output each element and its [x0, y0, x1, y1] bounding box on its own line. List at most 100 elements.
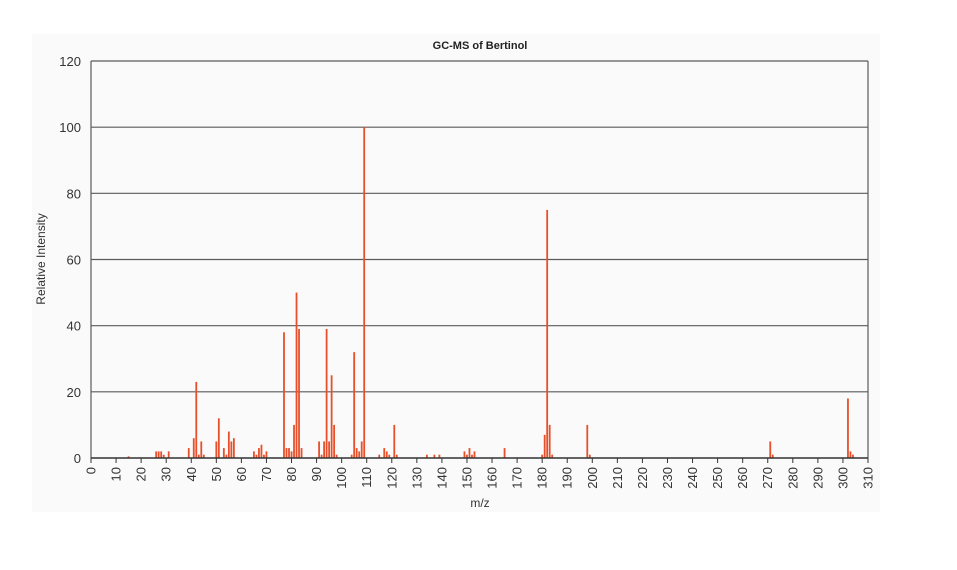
peak-bar: [258, 448, 260, 458]
peak-bars: [127, 127, 854, 459]
peak-bar: [385, 451, 388, 458]
peak-bar: [849, 451, 852, 458]
peak-bar: [588, 454, 591, 458]
peak-bar: [847, 398, 849, 458]
y-tick-label: 60: [67, 253, 81, 268]
peak-bar: [202, 454, 205, 458]
x-tick-label: 310: [861, 467, 876, 489]
peak-bar: [358, 451, 361, 458]
peak-bar: [333, 424, 336, 458]
peak-bar: [551, 454, 554, 458]
peak-bar: [160, 451, 163, 458]
x-tick-label: 60: [234, 467, 249, 481]
y-tick-label: 100: [59, 120, 81, 135]
peak-bar: [162, 454, 165, 458]
x-tick-label: 240: [685, 467, 700, 489]
x-tick-label: 30: [159, 467, 174, 481]
peak-bar: [155, 451, 158, 458]
peak-bar: [285, 448, 288, 458]
peak-bar: [265, 451, 268, 458]
peak-bar: [217, 418, 220, 458]
peak-bar: [127, 456, 130, 458]
peak-bar: [466, 454, 468, 458]
peak-bar: [187, 448, 190, 458]
x-tick-label: 0: [84, 467, 99, 474]
peak-bar: [215, 441, 218, 458]
peak-bar: [548, 424, 551, 458]
peak-bar: [586, 424, 589, 458]
peak-bar: [771, 454, 774, 458]
peak-bar: [769, 441, 772, 458]
peak-bar: [355, 448, 358, 458]
peak-bar: [350, 454, 353, 458]
x-tick-label: 70: [259, 467, 274, 481]
peak-bar: [473, 451, 476, 458]
x-tick-label: 40: [184, 467, 199, 481]
x-tick-label: 200: [585, 467, 600, 489]
peak-bar: [298, 328, 300, 458]
x-axis-title: m/z: [470, 496, 489, 510]
peak-bar: [471, 454, 473, 458]
peak-bar: [157, 451, 160, 458]
x-tick-label: 190: [560, 467, 575, 489]
x-tick-label: 120: [384, 467, 399, 489]
x-tick-label: 220: [635, 467, 650, 489]
peak-bar: [227, 431, 230, 458]
peak-bar: [546, 209, 549, 458]
x-tick-label: 210: [610, 467, 625, 489]
peak-bar: [320, 454, 323, 458]
peak-bar: [225, 454, 228, 458]
peak-bar: [503, 448, 506, 458]
chart-title: GC-MS of Bertinol: [433, 40, 528, 52]
peak-bar: [353, 352, 356, 458]
x-tick-label: 100: [334, 467, 349, 489]
x-tick-label: 260: [735, 467, 750, 489]
peak-bar: [323, 441, 325, 458]
peak-bar: [255, 454, 258, 458]
peak-bar: [283, 332, 285, 458]
peak-bar: [383, 448, 386, 458]
x-tick-label: 170: [510, 467, 525, 489]
x-tick-label: 140: [434, 467, 449, 489]
peak-bar: [197, 454, 200, 458]
peak-bar: [300, 448, 303, 458]
peak-bar: [328, 441, 331, 458]
x-tick-label: 50: [209, 467, 224, 481]
peak-bar: [541, 454, 544, 458]
y-tick-label: 20: [67, 385, 81, 400]
peak-bar: [192, 438, 195, 458]
x-tick-label: 270: [760, 467, 775, 489]
x-tick-label: 280: [785, 467, 800, 489]
peak-bar: [253, 451, 255, 458]
peak-bar: [167, 451, 170, 458]
x-tick-labels: 0 10 20 30 40 50 60 70 80 90 100 110 120 130 140 150 160…: [84, 467, 876, 489]
peak-bar: [325, 328, 328, 458]
peak-bar: [335, 454, 338, 458]
x-tick-label: 160: [485, 467, 500, 489]
peak-bar: [468, 448, 471, 458]
peak-bar: [222, 448, 225, 458]
peak-bar: [543, 434, 546, 458]
peak-bar: [330, 375, 333, 458]
y-tick-label: 80: [67, 186, 81, 201]
peak-bar: [463, 451, 466, 458]
gridlines: [91, 60, 868, 393]
y-tick-label: 40: [67, 319, 81, 334]
peak-bar: [295, 292, 298, 458]
x-tick-label: 80: [284, 467, 299, 481]
peak-bar: [318, 441, 320, 458]
x-tick-label: 130: [409, 467, 424, 489]
x-tick-label: 250: [710, 467, 725, 489]
x-tick-label: 110: [359, 467, 374, 488]
x-tick-label: 290: [810, 467, 825, 489]
peak-bar: [388, 454, 391, 458]
peak-bar: [852, 454, 854, 458]
x-tick-label: 230: [660, 467, 675, 489]
peak-bar: [293, 424, 295, 458]
axes: [90, 61, 869, 463]
peak-bar: [263, 454, 265, 458]
chart-panel: [32, 34, 880, 512]
y-tick-labels: 0 20 40 60 80 100 120: [59, 54, 81, 466]
x-tick-label: 90: [309, 467, 324, 481]
